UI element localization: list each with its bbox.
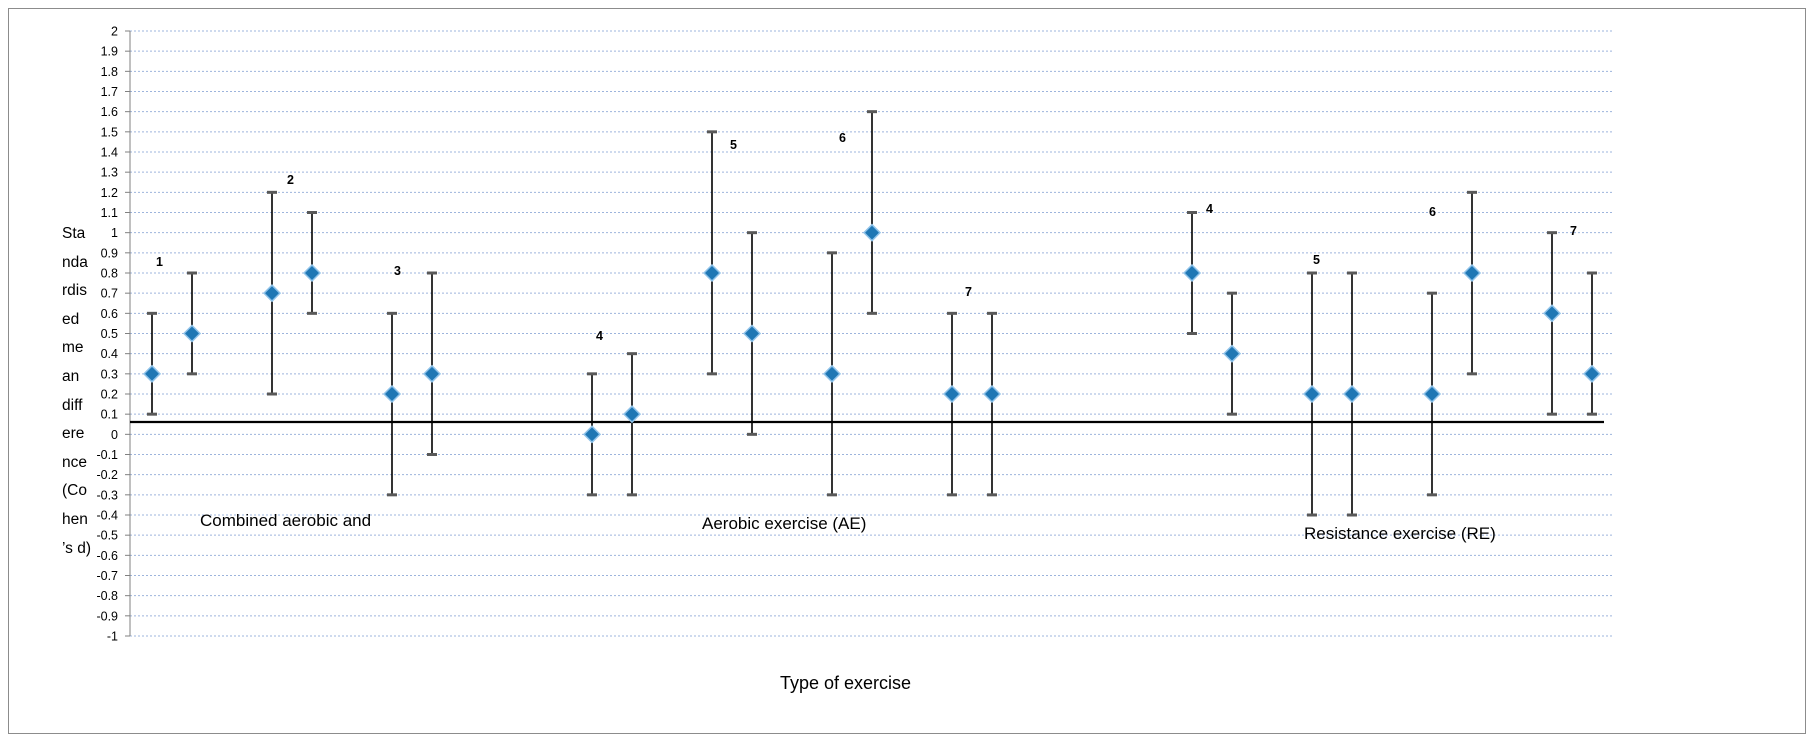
- y-axis-label-line: ere: [62, 425, 85, 443]
- data-point-marker: [702, 263, 722, 283]
- y-tick-label: -0.6: [96, 549, 118, 563]
- data-point-marker: [742, 324, 762, 343]
- y-tick-label: 0.1: [101, 408, 118, 422]
- study-label: 5: [730, 138, 737, 152]
- y-tick-label: 1.6: [101, 105, 118, 119]
- y-tick-label: -0.2: [96, 468, 118, 482]
- y-tick-label: -0.8: [96, 589, 118, 603]
- study-label: 2: [287, 173, 294, 187]
- study-label: 3: [394, 264, 401, 278]
- y-tick-label: 1.4: [101, 146, 118, 160]
- study-label: 7: [965, 285, 972, 299]
- data-point-marker: [982, 384, 1002, 404]
- group-label: Aerobic exercise (AE): [702, 514, 866, 533]
- y-tick-label: 2: [111, 25, 118, 39]
- y-tick-label: 0.9: [101, 246, 118, 260]
- y-tick-label: 0.4: [101, 347, 118, 361]
- y-tick-label: 1.1: [101, 206, 118, 220]
- y-tick-label: -0.9: [96, 609, 118, 623]
- y-axis-label-line: me: [62, 339, 84, 357]
- data-point-marker: [142, 364, 162, 383]
- data-point-marker: [1222, 344, 1242, 363]
- y-tick-label: 1.8: [101, 65, 118, 79]
- y-axis-label-line: diff: [62, 396, 83, 414]
- y-tick-label: 1.3: [101, 166, 118, 180]
- y-tick-label: 0.8: [101, 267, 118, 281]
- y-tick-label: -0.4: [96, 509, 118, 523]
- data-point-marker: [1582, 364, 1602, 383]
- group-label: Resistance exercise (RE): [1304, 524, 1496, 543]
- data-point-marker: [942, 384, 962, 404]
- y-tick-label: 0.7: [101, 287, 118, 301]
- y-tick-label: 0.2: [101, 388, 118, 402]
- y-axis-label-line: rdis: [62, 282, 87, 300]
- data-point-marker: [182, 324, 202, 343]
- study-label: 6: [1429, 205, 1436, 219]
- data-point-marker: [862, 223, 882, 242]
- data-point-marker: [262, 284, 282, 303]
- study-label: 7: [1570, 224, 1577, 238]
- data-point-marker: [1422, 384, 1442, 404]
- study-label: 1: [156, 255, 163, 269]
- y-tick-label: 0.6: [101, 307, 118, 321]
- y-axis-label-line: (Co: [62, 482, 87, 500]
- y-axis-label-line: nce: [62, 453, 87, 471]
- data-point-marker: [1302, 384, 1322, 404]
- y-axis-label-line: ed: [62, 310, 80, 328]
- y-tick-label: 1.2: [101, 186, 118, 200]
- y-axis-label-line: hen: [62, 511, 88, 528]
- y-tick-label: -0.3: [96, 488, 118, 502]
- y-tick-label: 1: [111, 226, 118, 240]
- y-tick-label: 1.9: [101, 45, 118, 59]
- y-axis-label-line: ’s d): [62, 539, 92, 557]
- data-point-marker: [302, 263, 322, 283]
- data-point-marker: [382, 384, 402, 404]
- data-point-marker: [1542, 304, 1562, 323]
- y-tick-label: 0: [111, 428, 118, 442]
- y-tick-label: -0.7: [96, 569, 118, 583]
- data-point-marker: [822, 364, 842, 383]
- study-label: 5: [1313, 253, 1320, 267]
- y-tick-label: -1: [107, 630, 118, 644]
- chart-frame: [8, 8, 1806, 734]
- study-label: 4: [596, 329, 603, 343]
- y-tick-label: 0.3: [101, 367, 118, 381]
- y-axis-label-line: nda: [62, 253, 88, 271]
- data-point-marker: [582, 425, 602, 444]
- data-point-marker: [1182, 263, 1202, 283]
- y-tick-label: 1.7: [101, 85, 118, 99]
- y-tick-label: -0.5: [96, 529, 118, 543]
- x-axis-label: Type of exercise: [780, 673, 912, 693]
- data-point-marker: [422, 364, 442, 383]
- group-label: Combined aerobic and: [200, 511, 371, 530]
- data-point-marker: [622, 405, 642, 424]
- data-point-marker: [1462, 263, 1482, 283]
- y-tick-label: 1.5: [101, 125, 118, 139]
- y-tick-label: 0.5: [101, 327, 118, 341]
- study-label: 6: [839, 131, 846, 145]
- y-tick-label: -0.1: [96, 448, 118, 462]
- y-axis-label-line: an: [62, 368, 80, 385]
- study-label: 4: [1206, 202, 1213, 216]
- data-point-marker: [1342, 384, 1362, 404]
- y-axis-label-line: Sta: [62, 225, 86, 242]
